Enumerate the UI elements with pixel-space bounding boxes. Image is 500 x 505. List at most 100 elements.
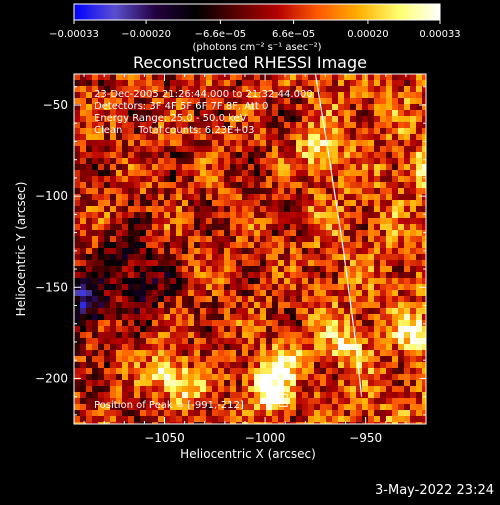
heatmap-cell: [410, 272, 417, 279]
heatmap-cell: [140, 164, 147, 171]
heatmap-cell: [98, 140, 105, 147]
heatmap-cell: [308, 284, 315, 291]
heatmap-cell: [92, 128, 99, 135]
heatmap-cell: [116, 230, 123, 237]
heatmap-cell: [296, 338, 303, 345]
heatmap-cell: [374, 314, 381, 321]
heatmap-cell: [374, 260, 381, 267]
heatmap-cell: [254, 86, 261, 93]
heatmap-cell: [410, 110, 417, 117]
heatmap-cell: [98, 296, 105, 303]
heatmap-cell: [260, 188, 267, 195]
heatmap-cell: [182, 230, 189, 237]
heatmap-cell: [254, 104, 261, 111]
heatmap-cell: [284, 182, 291, 189]
heatmap-cell: [134, 398, 141, 405]
heatmap-cell: [164, 410, 171, 417]
heatmap-cell: [164, 140, 171, 147]
heatmap-cell: [242, 194, 249, 201]
heatmap-cell: [326, 176, 333, 183]
heatmap-cell: [74, 314, 81, 321]
heatmap-cell: [170, 266, 177, 273]
heatmap-cell: [350, 92, 357, 99]
heatmap-cell: [230, 386, 237, 393]
heatmap-cell: [338, 224, 345, 231]
heatmap-cell: [182, 206, 189, 213]
heatmap-cell: [266, 272, 273, 279]
heatmap-cell: [74, 104, 81, 111]
heatmap-cell: [236, 338, 243, 345]
heatmap-cell: [212, 260, 219, 267]
heatmap-cell: [98, 302, 105, 309]
heatmap-cell: [170, 374, 177, 381]
heatmap-cell: [308, 398, 315, 405]
heatmap-cell: [134, 350, 141, 357]
heatmap-cell: [146, 188, 153, 195]
heatmap-cell: [146, 308, 153, 315]
heatmap-cell: [392, 314, 399, 321]
heatmap-cell: [116, 272, 123, 279]
heatmap-cell: [158, 248, 165, 255]
heatmap-cell: [182, 344, 189, 351]
heatmap-cell: [314, 362, 321, 369]
heatmap-cell: [386, 98, 393, 105]
heatmap-cell: [350, 194, 357, 201]
heatmap-cell: [266, 416, 273, 423]
heatmap-cell: [212, 278, 219, 285]
heatmap-cell: [242, 218, 249, 225]
heatmap-cell: [146, 350, 153, 357]
heatmap-cell: [80, 416, 87, 423]
heatmap-cell: [272, 386, 279, 393]
heatmap-cell: [344, 416, 351, 423]
heatmap-cell: [248, 248, 255, 255]
heatmap-cell: [170, 284, 177, 291]
heatmap-cell: [170, 350, 177, 357]
heatmap-cell: [362, 314, 369, 321]
heatmap-cell: [296, 86, 303, 93]
heatmap-cell: [104, 218, 111, 225]
heatmap-cell: [338, 182, 345, 189]
heatmap-cell: [320, 134, 327, 141]
heatmap-cell: [224, 194, 231, 201]
heatmap-cell: [80, 218, 87, 225]
heatmap-cell: [164, 128, 171, 135]
heatmap-cell: [110, 284, 117, 291]
heatmap-cell: [326, 422, 333, 424]
heatmap-cell: [344, 230, 351, 237]
heatmap-cell: [344, 212, 351, 219]
heatmap-cell: [164, 290, 171, 297]
heatmap-cell: [326, 200, 333, 207]
heatmap-cell: [128, 314, 135, 321]
heatmap-cell: [236, 410, 243, 417]
heatmap-cell: [116, 290, 123, 297]
heatmap-cell: [104, 206, 111, 213]
heatmap-cell: [242, 134, 249, 141]
heatmap-cell: [224, 122, 231, 129]
heatmap-cell: [314, 92, 321, 99]
heatmap-cell: [200, 200, 207, 207]
heatmap-cell: [212, 242, 219, 249]
heatmap-cell: [374, 308, 381, 315]
heatmap-cell: [164, 260, 171, 267]
heatmap-cell: [74, 368, 81, 375]
heatmap-cell: [248, 314, 255, 321]
heatmap-cell: [320, 392, 327, 399]
heatmap-cell: [242, 296, 249, 303]
heatmap-cell: [350, 200, 357, 207]
heatmap-cell: [236, 212, 243, 219]
heatmap-cell: [254, 206, 261, 213]
heatmap-cell: [338, 128, 345, 135]
heatmap-cell: [152, 266, 159, 273]
heatmap-cell: [254, 194, 261, 201]
heatmap-cell: [416, 272, 423, 279]
heatmap-cell: [158, 188, 165, 195]
heatmap-cell: [332, 386, 339, 393]
heatmap-cell: [104, 164, 111, 171]
heatmap-cell: [116, 110, 123, 117]
heatmap-cell: [116, 92, 123, 99]
heatmap-cell: [74, 260, 81, 267]
heatmap-cell: [284, 194, 291, 201]
heatmap-cell: [188, 158, 195, 165]
heatmap-cell: [362, 104, 369, 111]
heatmap-cell: [302, 260, 309, 267]
